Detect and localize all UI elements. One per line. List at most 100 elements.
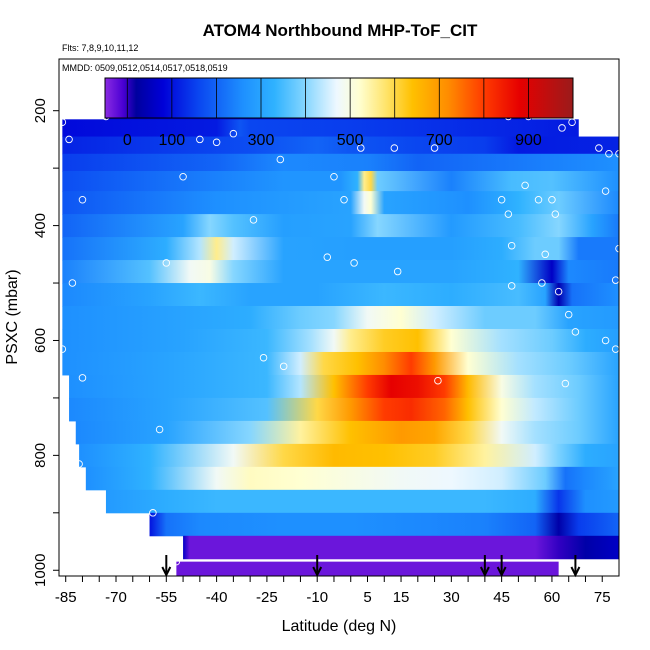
- y-tick-label: 1000: [32, 554, 49, 587]
- data-point: [162, 259, 171, 267]
- colorbar-tick-label: 300: [248, 132, 275, 149]
- data-point: [323, 253, 332, 261]
- y-tick-label: 600: [32, 328, 49, 353]
- heatmap-cells: [62, 102, 619, 576]
- heatmap-band: [69, 374, 619, 399]
- x-tick-label: 45: [493, 589, 510, 606]
- data-point: [276, 155, 285, 164]
- flight-arrow-head: [479, 566, 490, 578]
- data-point: [618, 565, 619, 570]
- heatmap-band: [62, 153, 619, 172]
- heatmap-band: [62, 283, 619, 307]
- data-point: [212, 138, 221, 147]
- data-point: [196, 135, 204, 144]
- data-point: [179, 173, 187, 181]
- colorbar-tick-label: 900: [515, 132, 542, 149]
- data-point: [534, 195, 543, 204]
- x-tick-label: 75: [594, 589, 611, 606]
- data-point: [259, 353, 268, 362]
- colorbar: [105, 78, 573, 118]
- data-point: [65, 135, 73, 144]
- heatmap-band: [62, 328, 619, 353]
- heatmap-band: [183, 535, 619, 560]
- data-point: [249, 216, 258, 224]
- data-point: [330, 173, 338, 181]
- heatmap-band: [85, 466, 619, 491]
- colorbar-tick-label: 100: [159, 132, 186, 149]
- data-point: [229, 129, 238, 138]
- data-point: [615, 150, 619, 158]
- colorbar-tick-label: 700: [426, 132, 453, 149]
- x-tick-label: -10: [306, 589, 328, 606]
- data-point: [497, 195, 506, 204]
- y-tick-label: 400: [32, 213, 49, 238]
- colorbar-frame: [104, 77, 574, 119]
- data-point: [571, 328, 580, 336]
- data-point: [541, 250, 549, 259]
- data-point: [561, 379, 570, 388]
- flight-arrow-head: [312, 566, 323, 578]
- x-tick-label: -85: [55, 589, 77, 606]
- data-point: [601, 121, 610, 129]
- data-point: [538, 279, 546, 287]
- heatmap-band: [62, 306, 619, 330]
- heatmap-band: [62, 136, 619, 155]
- data-point: [279, 362, 288, 371]
- heatmap-band: [69, 397, 619, 422]
- x-tick-label: 30: [443, 589, 460, 606]
- heatmap-band: [62, 191, 619, 215]
- flight-arrow-head: [570, 566, 581, 578]
- colorbar-divisions: [126, 78, 529, 118]
- heatmap-band: [62, 351, 619, 376]
- data-point: [390, 144, 399, 152]
- y-tick-label: 200: [32, 98, 49, 123]
- x-tick-label: -55: [155, 589, 177, 606]
- data-point: [551, 210, 560, 218]
- x-tick-label: -25: [256, 589, 278, 606]
- data-point: [595, 144, 603, 152]
- x-tick-label: -40: [206, 589, 228, 606]
- data-point: [558, 124, 566, 132]
- y-tick-label: 800: [32, 443, 49, 468]
- data-point: [340, 195, 348, 204]
- y-axis: 200 400 600 800 1000: [32, 98, 60, 587]
- data-point: [430, 144, 439, 152]
- chart-title: ATOM4 Northbound MHP-ToF_CIT: [203, 21, 478, 40]
- flights-note: Flts: 7,8,9,10,11,12: [62, 43, 138, 53]
- dates-note: MMDD: 0509,0512,0514,0517,0518,0519: [62, 63, 228, 73]
- data-point: [434, 376, 442, 385]
- data-point: [568, 118, 576, 126]
- data-point: [357, 144, 365, 152]
- x-tick-label: 15: [393, 589, 410, 606]
- data-point: [78, 195, 87, 204]
- data-point: [554, 287, 563, 296]
- heatmap-band: [105, 489, 619, 514]
- data-point: [601, 187, 610, 195]
- data-point: [155, 425, 164, 434]
- x-axis-title: Latitude (deg N): [282, 618, 397, 635]
- heatmap-band: [62, 214, 619, 238]
- flight-arrow-head: [496, 566, 507, 578]
- data-point: [605, 150, 613, 158]
- data-point: [504, 210, 513, 218]
- data-point: [149, 509, 157, 517]
- heatmap-band: [62, 171, 619, 192]
- y-axis-title: PSXC (mbar): [4, 269, 21, 364]
- colorbar-tick-label: 500: [337, 132, 364, 149]
- data-point: [78, 374, 87, 382]
- flight-arrow-head: [161, 566, 172, 578]
- heatmap-band: [149, 512, 619, 537]
- data-point: [152, 537, 160, 546]
- heatmap-band: [75, 420, 619, 445]
- heatmap-band: [62, 237, 619, 261]
- heatmap-surface-band: [176, 561, 559, 576]
- data-point: [75, 460, 83, 468]
- data-point: [172, 557, 181, 566]
- colorbar-labels: 0 100 300 500 700 900: [123, 132, 542, 149]
- data-point: [393, 267, 402, 276]
- heatmap-band: [62, 119, 579, 138]
- data-point: [548, 195, 556, 204]
- data-point: [350, 259, 358, 267]
- x-tick-label: -70: [105, 589, 127, 606]
